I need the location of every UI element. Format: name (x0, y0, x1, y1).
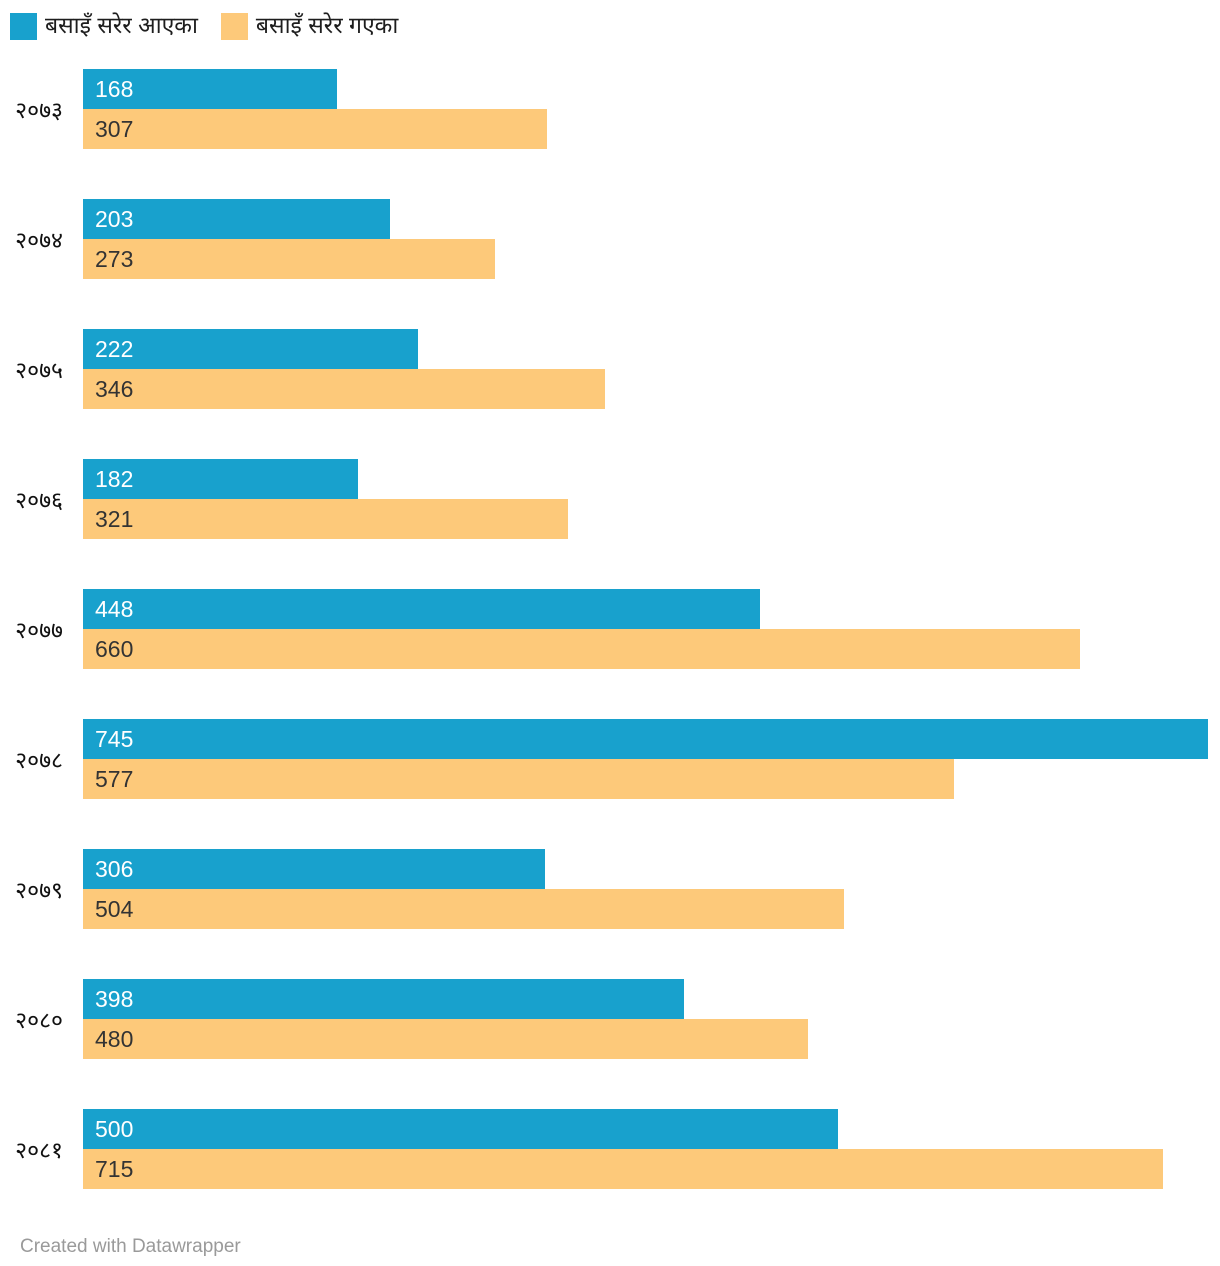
bar-value-migrated-out: 715 (95, 1155, 134, 1182)
legend-item-migrated-out: बसाइँ सरेर गएका (220, 12, 399, 40)
legend-swatch-migrated-in-icon (10, 12, 37, 40)
chart-row: २०७४ 203 273 (0, 199, 1220, 279)
bar-migrated-in: 168 (83, 69, 337, 109)
bar-migrated-out: 480 (83, 1019, 808, 1059)
bar-migrated-out: 577 (83, 759, 955, 799)
bar-value-migrated-in: 182 (95, 465, 134, 492)
bar-value-migrated-in: 168 (95, 75, 134, 102)
bar-value-migrated-in: 306 (95, 855, 134, 882)
bar-group: 306 504 (83, 849, 1208, 929)
year-label: २०७४ (15, 227, 63, 253)
chart-row: २०७३ 168 307 (0, 69, 1220, 149)
bar-value-migrated-in: 500 (95, 1115, 134, 1142)
year-label-gutter: २०८१ (0, 1133, 83, 1165)
year-label-gutter: २०७९ (0, 873, 83, 905)
year-label: २०७९ (15, 877, 63, 903)
bar-value-migrated-out: 504 (95, 895, 134, 922)
bar-value-migrated-in: 203 (95, 205, 134, 232)
bar-migrated-in: 448 (83, 589, 760, 629)
chart-row: २०८१ 500 715 (0, 1109, 1220, 1189)
bar-migrated-out: 660 (83, 629, 1080, 669)
bar-migrated-out: 307 (83, 109, 547, 149)
year-label: २०७७ (15, 617, 63, 643)
bar-value-migrated-out: 346 (95, 375, 134, 402)
bar-migrated-in: 398 (83, 979, 684, 1019)
bar-group: 182 321 (83, 459, 1208, 539)
bar-group: 203 273 (83, 199, 1208, 279)
bar-migrated-out: 715 (83, 1149, 1163, 1189)
legend-label-migrated-out: बसाइँ सरेर गएका (255, 12, 399, 39)
chart-row: २०७७ 448 660 (0, 589, 1220, 669)
year-label: २०७८ (15, 747, 63, 773)
bar-migrated-out: 504 (83, 889, 845, 929)
bar-migrated-out: 346 (83, 369, 606, 409)
bar-migrated-in: 745 (83, 719, 1208, 759)
bar-value-migrated-in: 398 (95, 985, 134, 1012)
bar-value-migrated-out: 660 (95, 635, 134, 662)
chart-row: २०८० 398 480 (0, 979, 1220, 1059)
year-label: २०७५ (15, 357, 63, 383)
legend-label-migrated-in: बसाइँ सरेर आएका (45, 12, 198, 39)
year-label: २०७६ (15, 487, 63, 513)
year-label-gutter: २०७४ (0, 223, 83, 255)
bar-value-migrated-out: 307 (95, 115, 134, 142)
year-label-gutter: २०७८ (0, 743, 83, 775)
bar-group: 745 577 (83, 719, 1208, 799)
bar-group: 168 307 (83, 69, 1208, 149)
bar-migrated-out: 273 (83, 239, 496, 279)
bar-value-migrated-in: 222 (95, 335, 134, 362)
chart: २०७३ 168 307 २०७४ 203 273 २०७५ (0, 69, 1220, 1189)
bar-value-migrated-out: 321 (95, 505, 134, 532)
legend-swatch-migrated-out-icon (220, 12, 248, 40)
year-label-gutter: २०७६ (0, 483, 83, 515)
chart-row: २०७९ 306 504 (0, 849, 1220, 929)
bar-value-migrated-out: 577 (95, 765, 134, 792)
year-label: २०८१ (15, 1137, 63, 1163)
bar-group: 398 480 (83, 979, 1208, 1059)
bar-value-migrated-out: 480 (95, 1025, 134, 1052)
bar-group: 222 346 (83, 329, 1208, 409)
bar-migrated-in: 500 (83, 1109, 839, 1149)
bar-migrated-in: 203 (83, 199, 390, 239)
bar-value-migrated-in: 448 (95, 595, 134, 622)
chart-row: २०७५ 222 346 (0, 329, 1220, 409)
year-label: २०८० (15, 1007, 63, 1033)
year-label-gutter: २०७३ (0, 93, 83, 125)
bar-group: 448 660 (83, 589, 1208, 669)
year-label-gutter: २०७५ (0, 353, 83, 385)
year-label-gutter: २०८० (0, 1003, 83, 1035)
legend-item-migrated-in: बसाइँ सरेर आएका (10, 12, 198, 40)
legend: बसाइँ सरेर आएका बसाइँ सरेर गएका (0, 0, 1220, 40)
chart-row: २०७८ 745 577 (0, 719, 1220, 799)
bar-migrated-in: 182 (83, 459, 358, 499)
year-label-gutter: २०७७ (0, 613, 83, 645)
bar-value-migrated-in: 745 (95, 725, 134, 752)
bar-migrated-in: 222 (83, 329, 419, 369)
bar-migrated-in: 306 (83, 849, 546, 889)
bar-value-migrated-out: 273 (95, 245, 134, 272)
bar-migrated-out: 321 (83, 499, 568, 539)
bar-group: 500 715 (83, 1109, 1208, 1189)
chart-row: २०७६ 182 321 (0, 459, 1220, 539)
attribution: Created with Datawrapper (20, 1236, 241, 1257)
year-label: २०७३ (15, 97, 63, 123)
